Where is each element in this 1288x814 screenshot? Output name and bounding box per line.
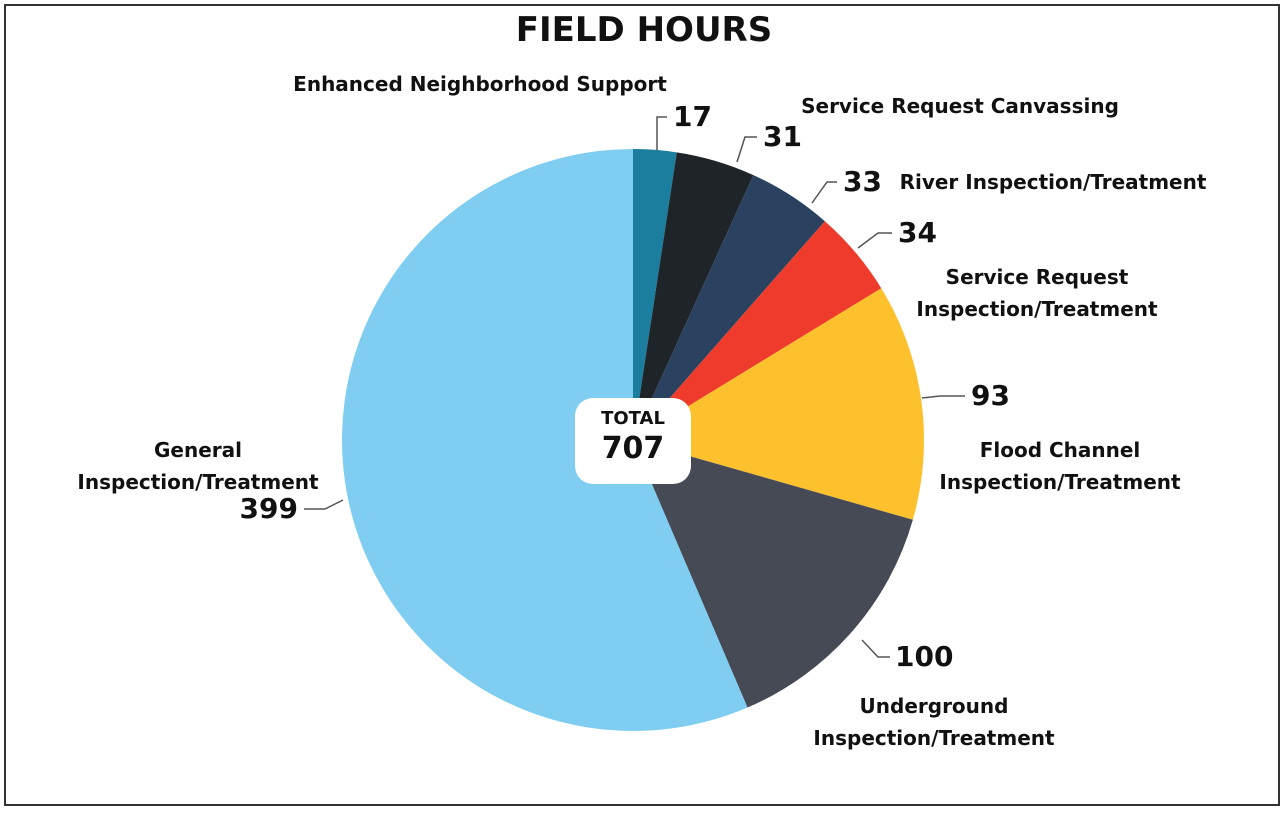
leader-line	[811, 181, 837, 204]
chart-title: FIELD HOURS	[515, 10, 773, 50]
value-label: 33	[843, 165, 882, 198]
frame	[4, 4, 1280, 806]
total-label: TOTAL	[601, 408, 665, 429]
category-label: Enhanced Neighborhood Support	[293, 72, 667, 96]
leader-line	[736, 136, 757, 163]
value-label: 100	[895, 640, 954, 673]
category-label: General Inspection/Treatment	[77, 438, 319, 494]
pie-slice	[633, 288, 924, 520]
pie-slice	[633, 221, 882, 440]
pie-slice	[342, 149, 748, 731]
category-label: Service Request Inspection/Treatment	[916, 265, 1158, 321]
leader-line	[861, 639, 890, 658]
value-label: 31	[763, 120, 802, 153]
value-label: 399	[239, 492, 298, 525]
pie-slice	[633, 440, 913, 708]
pie-slice	[633, 149, 677, 440]
leader-line	[921, 395, 965, 399]
category-label: Service Request Canvassing	[801, 94, 1119, 118]
category-label: Flood Channel Inspection/Treatment	[939, 438, 1181, 494]
category-label: Underground Inspection/Treatment	[813, 694, 1055, 750]
value-label: 17	[673, 100, 712, 133]
leader-line	[304, 499, 344, 510]
total-box: TOTAL 707	[575, 398, 691, 484]
leader-line	[656, 116, 667, 150]
total-value: 707	[601, 431, 665, 466]
pie-slice	[633, 175, 825, 441]
category-label: River Inspection/Treatment	[899, 170, 1207, 194]
value-label: 34	[898, 216, 937, 249]
pie-slice	[633, 152, 754, 440]
leader-line	[857, 232, 892, 249]
value-label: 93	[971, 379, 1010, 412]
